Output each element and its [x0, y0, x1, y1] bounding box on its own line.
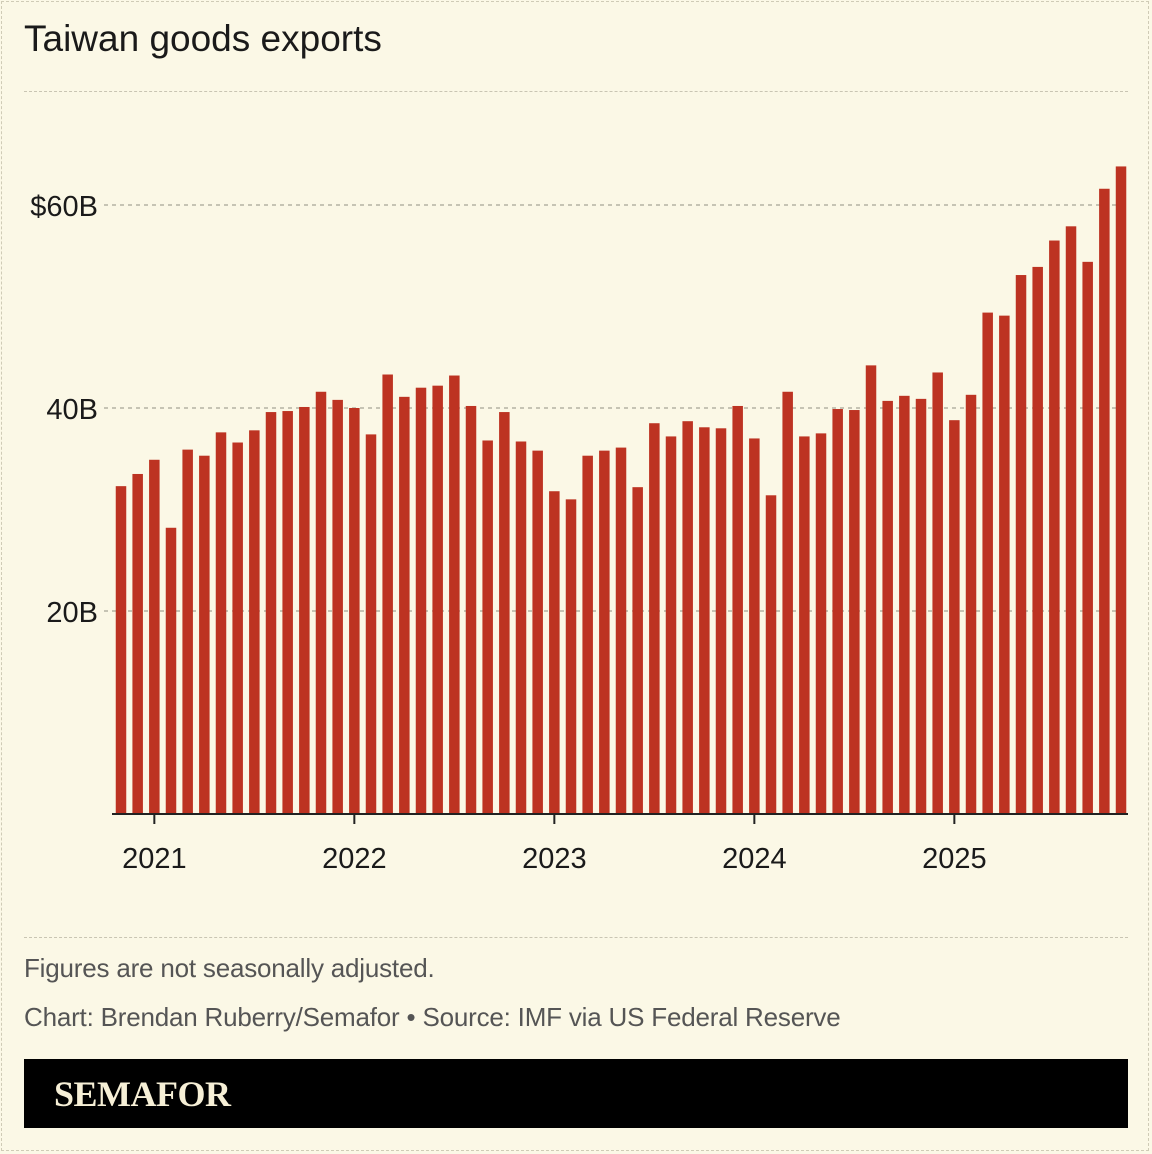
bar [499, 412, 510, 814]
bar [999, 315, 1010, 814]
bar [1082, 261, 1093, 815]
bar [132, 473, 143, 814]
chart-title: Taiwan goods exports [24, 18, 382, 59]
bar [915, 398, 927, 814]
bar [582, 455, 593, 814]
bar [982, 312, 993, 814]
bar [1099, 188, 1110, 814]
x-tick-label: 2022 [322, 843, 387, 875]
bar [649, 423, 660, 814]
bar [699, 427, 710, 814]
top-divider [24, 91, 1128, 92]
bar [882, 400, 893, 814]
credit-line: Chart: Brendan Ruberry/Semafor • Source:… [24, 1002, 841, 1032]
bar [432, 385, 443, 814]
bar [282, 411, 293, 814]
bar [232, 442, 243, 814]
bar [365, 434, 377, 814]
bar [932, 372, 943, 814]
bar [532, 450, 543, 814]
semafor-logo: SEMAFOR [54, 1074, 231, 1114]
bar [1049, 240, 1060, 814]
y-tick-label: 20B [46, 597, 98, 629]
bar [865, 365, 877, 814]
bar [115, 486, 127, 814]
bar [665, 436, 677, 814]
y-tick-label: 40B [46, 394, 98, 426]
bar [799, 436, 810, 814]
bar [949, 420, 960, 814]
bar [415, 387, 427, 814]
bar [1115, 166, 1127, 814]
brand-bar: SEMAFOR [24, 1059, 1128, 1128]
bar [182, 449, 193, 814]
bar [332, 399, 343, 814]
bar [815, 433, 827, 814]
x-tick-label: 2023 [522, 843, 587, 875]
bar [399, 396, 410, 814]
bar [832, 409, 843, 814]
bar [382, 374, 393, 814]
bar [249, 430, 260, 814]
bar [615, 447, 627, 814]
bar [315, 391, 327, 814]
bar [265, 412, 277, 814]
x-tick-label: 2025 [922, 843, 987, 875]
bar-chart: 20B 40B $60B 2021 2022 2023 2024 2025 [30, 166, 1128, 875]
bar [1015, 275, 1027, 814]
bar [465, 405, 477, 814]
bar [849, 410, 860, 814]
bar [149, 459, 160, 814]
bar [965, 394, 977, 814]
bar [782, 391, 793, 814]
bar [549, 491, 560, 814]
bar [482, 440, 493, 814]
bar [632, 487, 643, 814]
bar [215, 432, 227, 814]
bar [299, 406, 310, 814]
bar [749, 438, 760, 814]
bar [715, 428, 727, 814]
bar [1032, 266, 1043, 814]
bar [449, 375, 460, 814]
footnote: Figures are not seasonally adjusted. [24, 953, 435, 983]
bar [199, 455, 210, 814]
bar [899, 395, 910, 814]
bar [165, 527, 177, 814]
bar [599, 450, 610, 814]
y-tick-label: $60B [30, 191, 98, 223]
x-tick-label: 2021 [122, 843, 187, 875]
bar [732, 405, 743, 814]
x-tick-label: 2024 [722, 843, 787, 875]
bar [682, 421, 693, 814]
bottom-divider [24, 937, 1128, 938]
bar [515, 441, 527, 814]
bar [1065, 226, 1077, 814]
bar [765, 495, 777, 814]
bar [565, 499, 577, 814]
bar [349, 408, 360, 814]
